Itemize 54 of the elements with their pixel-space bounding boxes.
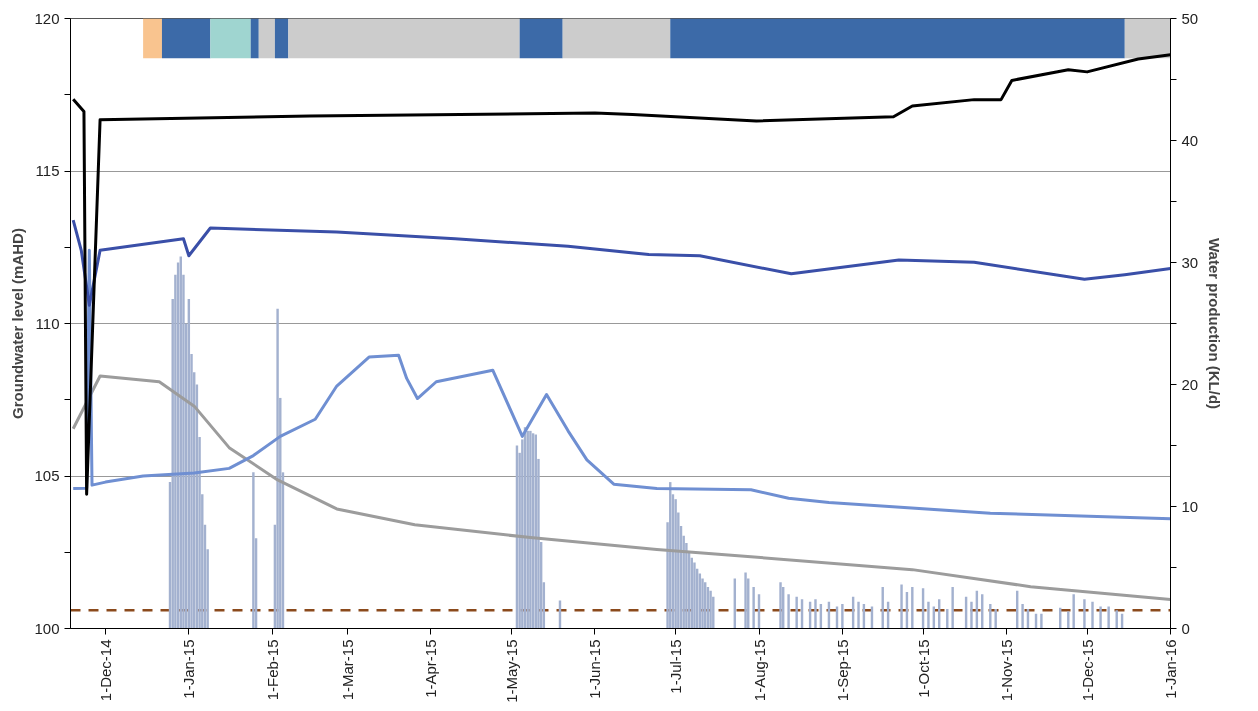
y-tick-label: 105	[34, 467, 60, 484]
bar	[900, 584, 903, 629]
x-tick-label: 1-Feb-15	[263, 639, 281, 701]
bar	[1067, 611, 1070, 629]
bar	[970, 601, 973, 629]
bar	[252, 472, 255, 629]
bar	[795, 596, 798, 629]
x-tick-label: 1-Apr-15	[422, 639, 440, 698]
bar	[744, 572, 747, 629]
line-series	[71, 248, 1171, 521]
x-tick-label: 1-Sep-15	[833, 639, 851, 702]
bar	[276, 308, 279, 629]
bar	[1083, 599, 1086, 629]
y2-tick-label: 0	[1181, 619, 1190, 637]
line-series	[71, 218, 1171, 307]
bar	[814, 599, 817, 629]
bar	[787, 594, 790, 629]
y2-tick-label: 40	[1181, 131, 1199, 149]
bar	[1091, 601, 1094, 629]
y2-tick-label: 20	[1181, 375, 1199, 393]
bar	[911, 587, 914, 629]
x-tick-label: 1-Mar-15	[339, 639, 357, 701]
bar	[857, 601, 860, 629]
x-tick-label: 1-Aug-15	[750, 639, 768, 702]
y-tick-label: 115	[35, 162, 60, 179]
x-tick-label: 1-Jan-15	[180, 639, 198, 699]
bar	[841, 604, 844, 629]
x-tick-label: 1-Dec-15	[1078, 639, 1096, 702]
bar	[1099, 606, 1102, 629]
bar	[927, 601, 930, 629]
bar	[1040, 613, 1043, 629]
x-tick-label: 1-Oct-15	[914, 639, 932, 698]
x-tick-label: 1-Nov-15	[997, 639, 1015, 702]
y2-axis-title: Water production (KL/d)	[1206, 237, 1224, 410]
bar	[1072, 594, 1075, 629]
x-tick-label: 1-May-15	[503, 639, 521, 703]
bar	[752, 587, 755, 629]
y-tick-label: 110	[35, 314, 60, 332]
y2-tick-label: 50	[1181, 9, 1199, 27]
x-tick-label: 1-Jan-16	[1162, 639, 1179, 699]
bar	[951, 587, 954, 629]
y-tick-label: 120	[34, 9, 60, 27]
x-tick-label: 1-Dec-14	[96, 639, 114, 702]
bar	[1107, 606, 1110, 629]
y2-tick-label: 10	[1181, 497, 1199, 515]
y2-tick-label: 30	[1181, 253, 1199, 271]
bar	[1021, 604, 1024, 629]
y-axis-title: Groundwater level (mAHD)	[9, 228, 27, 419]
bar	[994, 608, 997, 629]
y-tick-label: 100	[34, 619, 60, 637]
x-tick-label: 1-Jun-15	[586, 639, 604, 699]
x-tick-label: 1-Jul-15	[667, 639, 685, 694]
bar	[779, 582, 782, 629]
bar	[989, 604, 992, 629]
